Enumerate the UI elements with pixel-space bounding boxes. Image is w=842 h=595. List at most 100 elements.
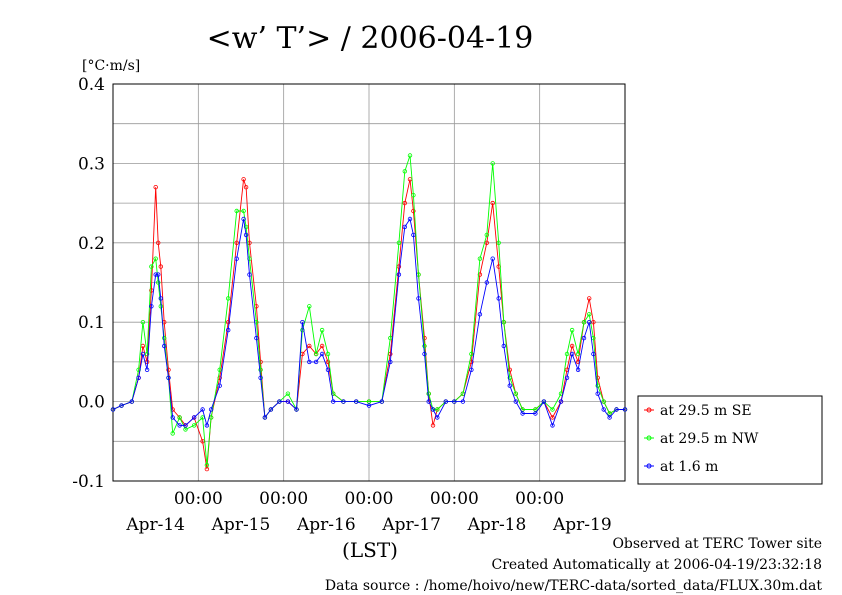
data-point [155, 272, 161, 277]
footer-source: Data source : /home/hoivo/new/TERC-data/… [324, 578, 822, 594]
data-point [158, 296, 163, 301]
x-date-label: Apr-18 [467, 515, 527, 535]
data-point [170, 431, 175, 436]
data-point [396, 240, 402, 245]
data-point [313, 351, 319, 357]
data-point [331, 399, 336, 404]
data-point [313, 359, 319, 365]
data-point [331, 391, 336, 396]
data-point [144, 351, 150, 357]
data-point [591, 320, 596, 325]
data-point [507, 367, 512, 372]
data-point [496, 296, 501, 301]
data-point [319, 343, 325, 349]
data-point [183, 423, 188, 428]
data-point [225, 327, 231, 333]
data-point [243, 224, 249, 230]
data-point [575, 351, 581, 357]
grid-lines [113, 84, 625, 481]
data-point [564, 351, 570, 357]
data-point [217, 367, 222, 372]
data-point [153, 256, 158, 261]
data-point [285, 399, 291, 404]
x-time-tick-label: 00:00 [345, 489, 394, 509]
data-point [325, 351, 331, 357]
data-point [268, 407, 274, 412]
x-date-label: Apr-17 [381, 515, 441, 535]
x-time-tick-label: 00:00 [515, 489, 564, 509]
data-point [452, 399, 457, 404]
data-point [254, 335, 259, 341]
data-point [581, 335, 587, 341]
data-point [170, 415, 175, 420]
y-tick-label: -0.1 [72, 472, 105, 492]
data-point [496, 240, 501, 245]
data-point [388, 359, 393, 365]
data-point [217, 383, 222, 388]
data-point [155, 240, 161, 245]
data-point [426, 399, 431, 404]
y-tick-labels: 0.4 0.3 0.2 0.1 0.0 -0.1 [72, 75, 105, 492]
data-point [477, 256, 483, 261]
data-point [411, 232, 416, 238]
data-point [402, 200, 407, 206]
data-point [490, 200, 495, 206]
data-point [166, 375, 171, 380]
data-point [158, 264, 163, 269]
data-point [411, 192, 416, 198]
data-point [484, 280, 489, 285]
data-point [402, 169, 407, 174]
data-point [140, 351, 146, 357]
data-point [140, 320, 146, 325]
data-point [341, 399, 346, 404]
data-point [191, 415, 197, 420]
data-point [258, 367, 263, 372]
data-point [430, 407, 436, 412]
x-time-tick-label: 00:00 [174, 489, 223, 509]
x-axis-label: (LST) [342, 538, 398, 562]
data-point [234, 256, 239, 261]
data-point [587, 296, 592, 301]
data-point [550, 407, 555, 412]
data-point [325, 359, 331, 365]
series-line [112, 217, 625, 428]
data-point [595, 391, 600, 396]
chart-title: <w’ T’> / 2006-04-19 [207, 21, 534, 56]
data-point [416, 296, 421, 301]
data-point [607, 415, 612, 420]
data-point [183, 427, 188, 432]
data-point [477, 312, 483, 317]
data-point [622, 407, 628, 412]
x-tick-labels: 00:00 00:00 00:00 00:00 00:00 Apr-14 Apr-15 Apr… [125, 489, 611, 535]
legend-label: at 1.6 m [660, 459, 718, 475]
data-point [501, 320, 506, 325]
legend-label: at 29.5 m NW [660, 431, 759, 447]
data-point [569, 327, 575, 333]
data-point [379, 399, 384, 404]
data-point [225, 296, 231, 301]
data-point [241, 208, 246, 214]
x-date-label: Apr-16 [296, 515, 356, 535]
data-point [601, 399, 606, 404]
data-point [241, 177, 246, 182]
data-point [569, 351, 575, 357]
data-point [558, 399, 564, 404]
data-point [581, 320, 587, 325]
data-point [247, 272, 252, 277]
data-point [430, 423, 436, 428]
data-point [119, 403, 124, 408]
data-point [484, 232, 489, 238]
data-point [587, 312, 592, 317]
y-axis-unit: [°C·m/s] [82, 58, 140, 74]
data-point [407, 216, 413, 222]
data-point [501, 343, 506, 349]
data-point [225, 320, 231, 325]
data-point [262, 415, 268, 420]
data-point [234, 208, 239, 214]
data-point [402, 224, 407, 230]
data-point [513, 391, 518, 396]
data-point [354, 399, 359, 404]
legend: at 29.5 m SE at 29.5 m NW at 1.6 m [637, 395, 823, 485]
legend-swatch-marker [646, 407, 652, 413]
